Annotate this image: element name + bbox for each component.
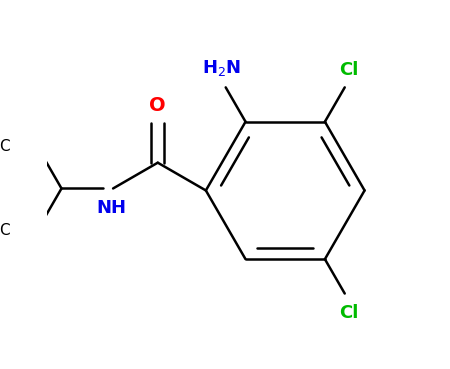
Text: Cl: Cl [339,304,358,321]
Text: NH: NH [96,199,126,217]
Text: H$_3$C: H$_3$C [0,137,12,156]
Text: H$_2$N: H$_2$N [202,58,241,78]
Text: O: O [149,96,166,115]
Text: H$_3$C: H$_3$C [0,221,12,239]
Text: Cl: Cl [339,61,358,79]
